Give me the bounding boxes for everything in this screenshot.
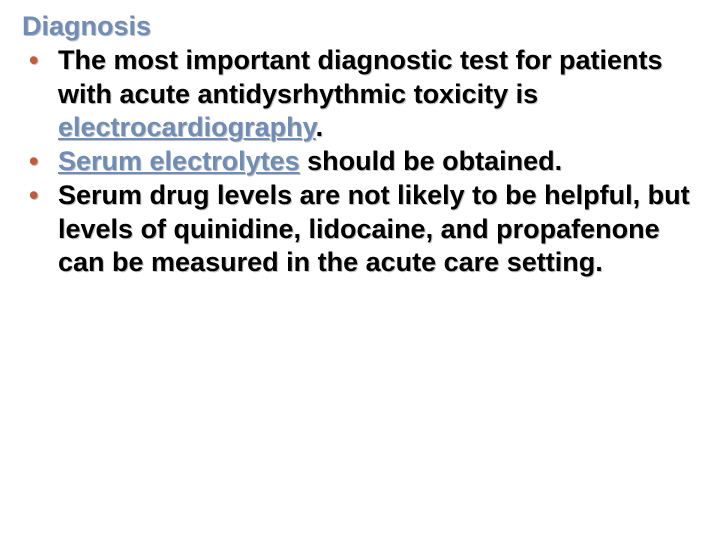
slide: Diagnosis The most important diagnostic … xyxy=(0,0,720,540)
bullet-item: Serum drug levels are not likely to be h… xyxy=(22,179,690,280)
bullet-keyword: Serum electrolytes xyxy=(58,146,300,176)
bullet-list: The most important diagnostic test for p… xyxy=(22,44,690,280)
bullet-item: Serum electrolytes should be obtained. xyxy=(22,145,690,179)
bullet-item: The most important diagnostic test for p… xyxy=(22,44,690,145)
bullet-text-pre: The most important diagnostic test for p… xyxy=(58,45,663,109)
bullet-text-post: . xyxy=(316,112,324,142)
slide-heading: Diagnosis xyxy=(22,10,690,44)
bullet-text-post: should be obtained. xyxy=(300,146,563,176)
bullet-keyword: electrocardiography xyxy=(58,112,316,142)
bullet-text-pre: Serum drug levels are not likely to be h… xyxy=(58,180,690,278)
